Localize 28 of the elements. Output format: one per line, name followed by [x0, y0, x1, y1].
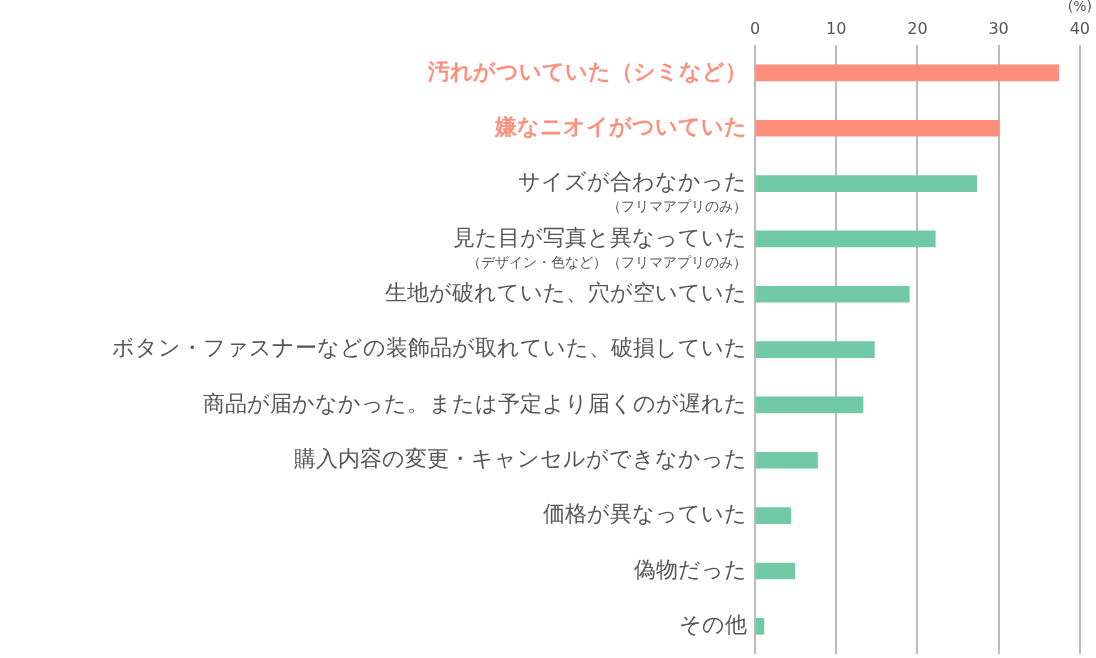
y-tick-label: サイズが合わなかった（フリマアプリのみ）: [518, 169, 747, 215]
y-tick-label: 汚れがついていた（シミなど）: [427, 58, 747, 84]
x-tick-label: 40: [1069, 18, 1090, 38]
x-axis-title: (%): [1067, 0, 1092, 14]
y-tick-label: 見た目が写真と異なっていた（デザイン・色など）（フリマアプリのみ）: [453, 224, 747, 270]
bar: [755, 64, 1060, 82]
bar: [755, 562, 796, 580]
y-tick-label: ボタン・ファスナーなどの装飾品が取れていた、破損していた: [112, 335, 747, 361]
bar: [755, 341, 875, 358]
y-tick-label: 嫌なニオイがついていた: [494, 113, 747, 139]
x-tick-label: 30: [988, 18, 1009, 38]
x-tick-label: 20: [907, 18, 928, 38]
x-tick-label: 0: [749, 18, 761, 38]
y-tick-label: 購入内容の変更・キャンセルができなかった: [294, 446, 747, 472]
bar: [755, 396, 864, 414]
bar: [755, 618, 765, 635]
bar: [755, 230, 936, 248]
y-tick-label: その他: [679, 612, 747, 638]
y-tick-label: 商品が届かなかった。または予定より届くのが遅れた: [203, 390, 747, 416]
bar: [755, 507, 792, 524]
y-tick-label: 生地が破れていた、穴が空いていた: [385, 279, 747, 305]
bar: [755, 285, 910, 303]
y-tick-label: 価格が異なっていた: [543, 501, 747, 527]
x-tick-label: 10: [826, 18, 847, 38]
bar: [755, 451, 818, 469]
bar: [755, 119, 1000, 137]
bar: [755, 175, 978, 192]
y-tick-label: 偽物だった: [634, 556, 747, 582]
